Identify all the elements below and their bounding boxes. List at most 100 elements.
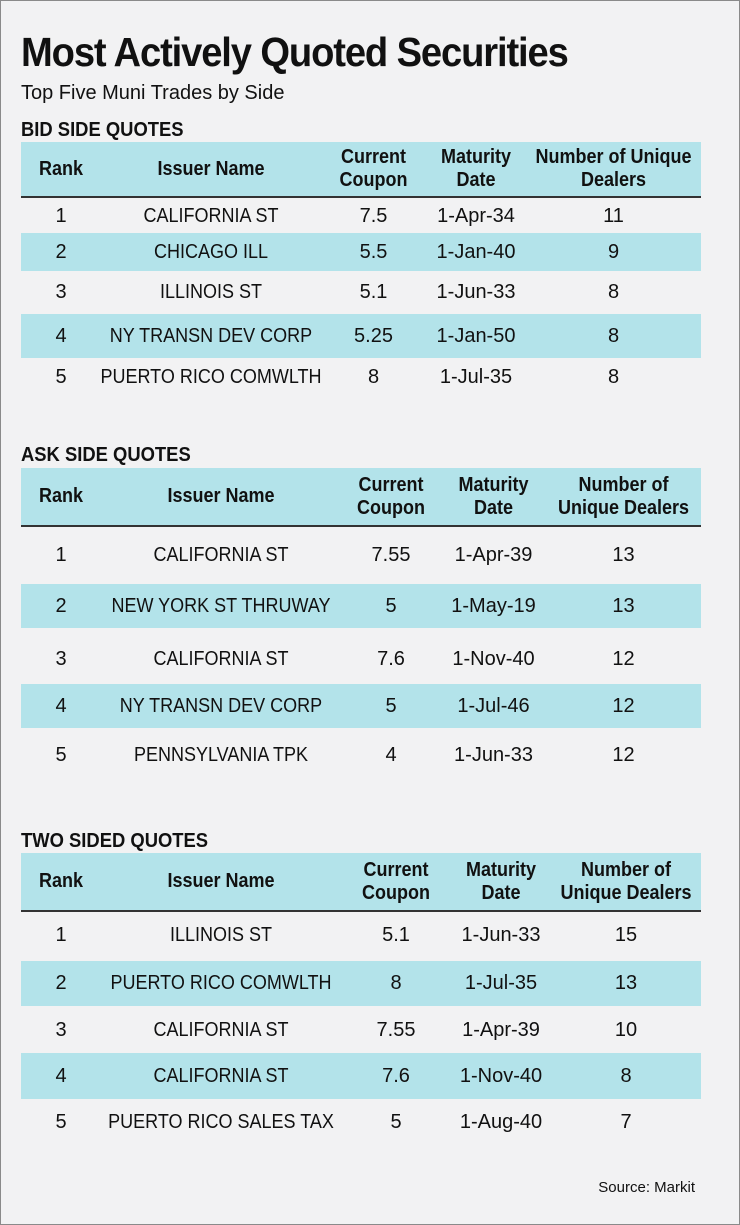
column-header-dealers: Number of Unique Dealers (535, 146, 692, 191)
cell-issuer: PUERTO RICO COMWLTH (110, 972, 332, 994)
cell-issuer: CALIFORNIA ST (143, 204, 279, 227)
cell-coupon: 4 (385, 743, 397, 766)
cell-maturity: 1-Jul-46 (457, 694, 530, 717)
cell-dealers: 8 (620, 1064, 632, 1087)
source-note: Source: Markit (598, 1179, 695, 1196)
cell-maturity: 1-Aug-40 (459, 1110, 543, 1133)
column-header-dealers: Number of Unique Dealers (557, 473, 690, 519)
cell-rank: 1 (55, 543, 67, 566)
table-header: Rank Issuer Name Current Coupon Maturity Da… (21, 142, 701, 198)
cell-coupon: 8 (367, 365, 380, 388)
cell-maturity: 1-Nov-40 (452, 647, 535, 670)
cell-coupon: 5.25 (354, 324, 393, 347)
column-header-maturity: Maturity Date (440, 146, 512, 191)
column-header-rank: Rank (38, 157, 84, 180)
cell-coupon: 5 (390, 1110, 402, 1133)
cell-maturity: 1-Jun-33 (454, 743, 533, 766)
cell-maturity: 1-Jun-33 (436, 280, 516, 303)
cell-coupon: 5 (385, 594, 397, 617)
cell-dealers: 12 (612, 694, 635, 717)
cell-issuer: CALIFORNIA ST (153, 1019, 289, 1041)
cell-dealers: 8 (607, 324, 620, 347)
table-row: 1 CALIFORNIA ST 7.5 1-Apr-34 11 (21, 198, 701, 234)
cell-dealers: 7 (620, 1110, 632, 1133)
column-header-coupon: Current Coupon (357, 473, 425, 519)
column-header-issuer: Issuer Name (167, 870, 275, 892)
table-row: 5 PUERTO RICO COMWLTH 8 1-Jul-35 8 (21, 358, 701, 396)
page-title: Most Actively Quoted Securities (21, 29, 569, 75)
cell-issuer: CHICAGO ILL (153, 240, 269, 263)
cell-rank: 5 (55, 1110, 67, 1133)
column-header-issuer: Issuer Name (157, 157, 265, 180)
table-row: 1 CALIFORNIA ST 7.55 1-Apr-39 13 (21, 528, 701, 582)
cell-coupon: 7.5 (359, 204, 388, 227)
cell-dealers: 11 (603, 204, 624, 227)
section-title: BID SIDE QUOTES (21, 119, 184, 141)
column-header-coupon: Current Coupon (339, 146, 408, 191)
table-row: 5 PENNSYLVANIA TPK 4 1-Jun-33 12 (21, 731, 701, 779)
cell-issuer: NY TRANSN DEV CORP (119, 694, 323, 717)
cell-maturity: 1-Apr-34 (437, 204, 515, 227)
cell-issuer: CALIFORNIA ST (153, 647, 289, 670)
cell-dealers: 8 (607, 280, 620, 303)
cell-coupon: 8 (390, 972, 402, 994)
cell-rank: 1 (55, 204, 67, 227)
cell-dealers: 10 (614, 1019, 638, 1041)
cell-rank: 2 (55, 594, 67, 617)
cell-rank: 3 (55, 1019, 67, 1041)
table-header: Rank Issuer Name Current Coupon Maturity Da… (21, 468, 701, 527)
cell-rank: 3 (55, 280, 67, 303)
cell-maturity: 1-Jul-35 (464, 972, 538, 994)
page-subtitle: Top Five Muni Trades by Side (21, 82, 285, 104)
table-row: 4 NY TRANSN DEV CORP 5.25 1-Jan-50 8 (21, 314, 701, 358)
cell-maturity: 1-Jan-40 (436, 240, 516, 263)
cell-maturity: 1-Apr-39 (462, 1019, 540, 1041)
section-title: TWO SIDED QUOTES (21, 830, 209, 852)
table-row: 5 PUERTO RICO SALES TAX 5 1-Aug-40 7 (21, 1100, 701, 1144)
cell-coupon: 5.5 (359, 240, 388, 263)
column-header-rank: Rank (38, 870, 84, 892)
table-row: 4 NY TRANSN DEV CORP 5 1-Jul-46 12 (21, 684, 701, 728)
cell-maturity: 1-May-19 (451, 594, 536, 617)
cell-dealers: 9 (607, 240, 620, 263)
cell-rank: 2 (55, 240, 67, 263)
cell-rank: 3 (55, 647, 67, 670)
cell-issuer: PUERTO RICO SALES TAX (108, 1110, 334, 1133)
cell-issuer: PUERTO RICO COMWLTH (100, 365, 322, 388)
column-header-coupon: Current Coupon (362, 858, 430, 904)
cell-dealers: 13 (614, 972, 638, 994)
cell-coupon: 7.6 (382, 1064, 410, 1087)
cell-rank: 4 (55, 324, 67, 347)
cell-issuer: NY TRANSN DEV CORP (109, 324, 313, 347)
cell-rank: 1 (55, 923, 67, 946)
section-title: ASK SIDE QUOTES (21, 444, 191, 466)
table-row: 2 CHICAGO ILL 5.5 1-Jan-40 9 (21, 233, 701, 271)
cell-coupon: 5.1 (359, 280, 388, 303)
cell-rank: 4 (55, 1064, 67, 1087)
table-row: 2 PUERTO RICO COMWLTH 8 1-Jul-35 13 (21, 961, 701, 1006)
cell-coupon: 7.6 (377, 647, 405, 670)
table-row: 3 CALIFORNIA ST 7.6 1-Nov-40 12 (21, 634, 701, 684)
cell-maturity: 1-Nov-40 (459, 1064, 543, 1087)
cell-maturity: 1-Jul-35 (439, 365, 513, 388)
cell-issuer: CALIFORNIA ST (153, 543, 289, 566)
cell-issuer: NEW YORK ST THRUWAY (111, 594, 331, 617)
cell-maturity: 1-Apr-39 (454, 543, 533, 566)
cell-issuer: ILLINOIS ST (169, 923, 273, 946)
cell-rank: 2 (55, 972, 67, 994)
column-header-rank: Rank (38, 485, 84, 507)
table-row: 2 NEW YORK ST THRUWAY 5 1-May-19 13 (21, 584, 701, 628)
table-row: 1 ILLINOIS ST 5.1 1-Jun-33 15 (21, 912, 701, 958)
cell-issuer: ILLINOIS ST (159, 280, 263, 303)
cell-dealers: 13 (612, 543, 635, 566)
cell-coupon: 7.55 (371, 543, 411, 566)
cell-coupon: 7.55 (376, 1019, 416, 1041)
cell-dealers: 12 (612, 743, 635, 766)
table-row: 3 ILLINOIS ST 5.1 1-Jun-33 8 (21, 272, 701, 312)
cell-rank: 5 (55, 365, 67, 388)
cell-coupon: 5.1 (382, 923, 410, 946)
cell-dealers: 12 (612, 647, 635, 670)
table-row: 4 CALIFORNIA ST 7.6 1-Nov-40 8 (21, 1053, 701, 1099)
cell-dealers: 15 (614, 923, 638, 946)
